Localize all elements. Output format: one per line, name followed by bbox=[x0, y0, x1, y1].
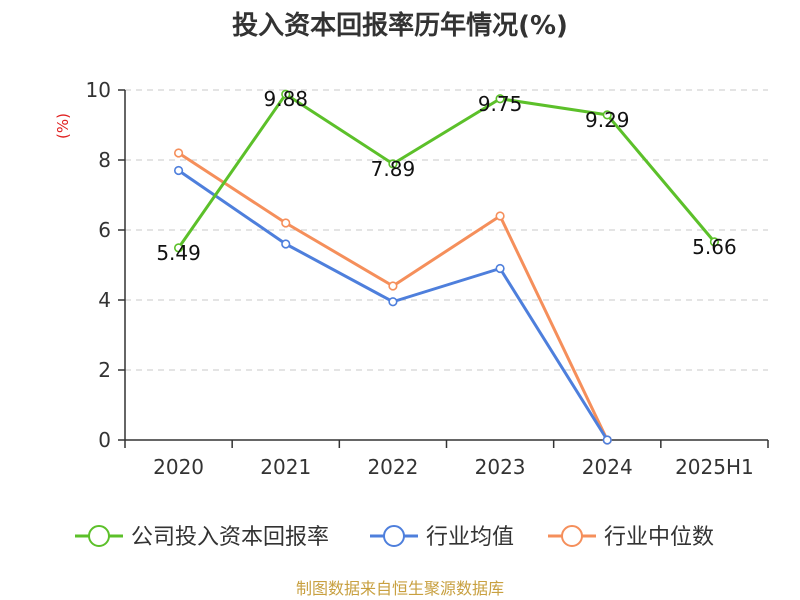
data-point bbox=[495, 263, 505, 274]
source-note: 制图数据来自恒生聚源数据库 bbox=[296, 579, 504, 598]
grid-lines bbox=[125, 89, 768, 371]
legend-marker bbox=[383, 525, 405, 547]
series-group bbox=[173, 89, 720, 445]
data-point bbox=[709, 237, 720, 247]
chart-title: 投入资本回报率历年情况(%) bbox=[232, 10, 568, 41]
legend-label: 公司投入资本回报率 bbox=[131, 525, 329, 550]
data-label: 9.88 bbox=[263, 87, 308, 111]
legend-item[interactable]: 行业均值 bbox=[370, 525, 514, 550]
legend[interactable]: 公司投入资本回报率 行业均值 行业中位数 bbox=[75, 525, 714, 550]
data-labels: 5.49 9.88 7.89 9.75 9.29 5.66 bbox=[156, 87, 736, 265]
y-tick-label: 8 bbox=[98, 148, 111, 172]
data-point bbox=[602, 435, 612, 445]
x-tick-label: 2021 bbox=[260, 455, 311, 479]
x-ticks: 2020 2021 2022 2023 2024 2025H1 bbox=[124, 440, 769, 479]
data-point bbox=[388, 281, 398, 291]
x-tick-label: 2020 bbox=[153, 455, 204, 479]
y-tick-label: 4 bbox=[98, 288, 111, 312]
axes bbox=[124, 90, 768, 441]
data-label: 5.66 bbox=[692, 235, 737, 259]
x-tick-label: 2025H1 bbox=[675, 455, 754, 479]
legend-item[interactable]: 公司投入资本回报率 bbox=[75, 525, 329, 550]
series-line bbox=[177, 92, 716, 249]
series-line bbox=[177, 151, 609, 441]
legend-marker bbox=[88, 525, 110, 547]
y-tick-label: 0 bbox=[98, 428, 111, 452]
data-point bbox=[173, 148, 184, 158]
data-point bbox=[388, 159, 398, 169]
y-axis-label: (%) bbox=[54, 113, 72, 139]
y-ticks: 0 2 4 6 8 10 bbox=[86, 78, 125, 452]
legend-item[interactable]: 行业中位数 bbox=[548, 525, 714, 550]
legend-label: 行业均值 bbox=[426, 525, 514, 550]
legend-label: 行业中位数 bbox=[604, 525, 714, 550]
x-tick-label: 2023 bbox=[475, 455, 526, 479]
y-tick-label: 10 bbox=[86, 78, 111, 102]
y-tick-label: 6 bbox=[98, 218, 111, 242]
data-label: 7.89 bbox=[371, 157, 416, 181]
y-tick-label: 2 bbox=[98, 358, 111, 382]
data-point bbox=[281, 239, 291, 249]
data-point bbox=[495, 94, 505, 104]
data-label: 9.29 bbox=[585, 108, 630, 132]
data-point bbox=[495, 211, 505, 221]
legend-marker bbox=[561, 525, 583, 547]
data-point bbox=[173, 243, 184, 253]
x-tick-label: 2024 bbox=[582, 455, 633, 479]
data-label: 9.75 bbox=[478, 92, 523, 116]
data-point bbox=[281, 89, 291, 99]
data-point bbox=[602, 110, 612, 120]
data-point bbox=[388, 297, 398, 307]
data-point bbox=[281, 218, 291, 228]
data-point bbox=[173, 165, 184, 176]
x-tick-label: 2022 bbox=[367, 455, 418, 479]
data-label: 5.49 bbox=[156, 241, 201, 265]
